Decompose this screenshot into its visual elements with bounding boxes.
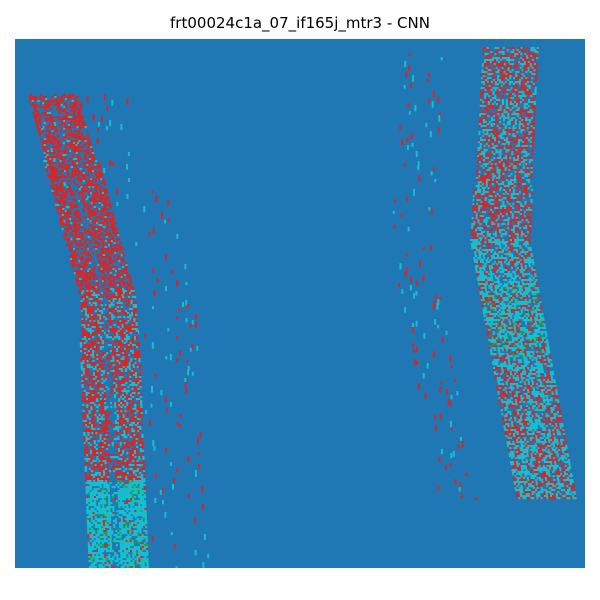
left-swath xyxy=(28,94,210,568)
classification-map xyxy=(15,39,585,568)
right-swath xyxy=(392,47,577,501)
classification-map-image xyxy=(15,39,585,568)
figure-title: frt00024c1a_07_if165j_mtr3 - CNN xyxy=(170,14,430,32)
